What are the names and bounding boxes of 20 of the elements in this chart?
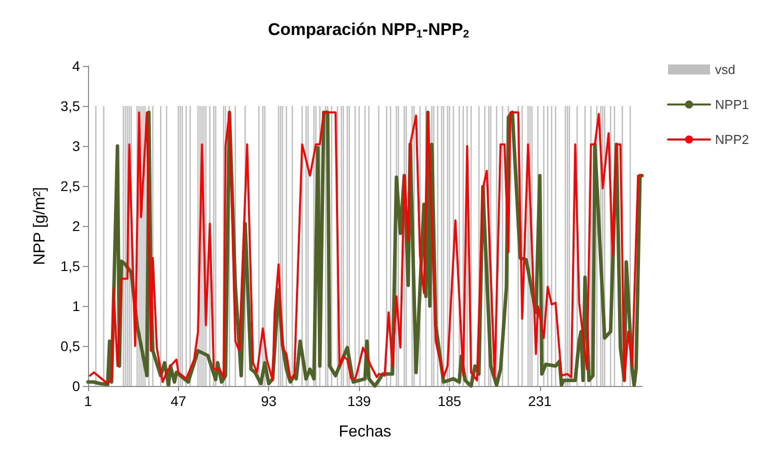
y-tick-label: 0 <box>72 378 80 394</box>
x-tick-label: 47 <box>170 393 186 409</box>
legend-label: vsd <box>715 62 736 77</box>
legend-label: NPP1 <box>715 97 750 112</box>
y-axis-title: NPP [g/m²] <box>32 187 48 265</box>
y-tick-label: 3 <box>72 138 80 154</box>
legend-label: NPP2 <box>715 132 750 147</box>
x-tick-label: 231 <box>528 393 552 409</box>
x-tick-label: 139 <box>347 393 371 409</box>
y-tick-label: 1 <box>72 298 80 314</box>
y-tick-label: 4 <box>72 58 80 74</box>
x-tick-label: 93 <box>260 393 277 409</box>
x-axis-title: Fechas <box>338 424 392 440</box>
y-tick-label: 2,5 <box>60 178 80 194</box>
y-tick-label: 1,5 <box>60 258 80 274</box>
y-tick-label: 0,5 <box>60 338 80 354</box>
y-tick-label: 2 <box>72 218 80 234</box>
x-tick-label: 185 <box>438 393 462 409</box>
x-tick-label: 1 <box>84 393 92 409</box>
y-tick-label: 3,5 <box>60 98 80 114</box>
